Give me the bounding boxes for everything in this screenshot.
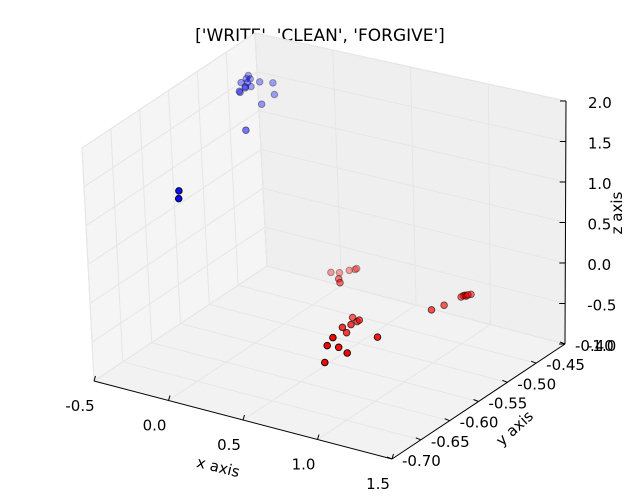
red-point <box>335 268 344 277</box>
z-grid-line <box>93 265 566 382</box>
blue-point <box>269 79 277 87</box>
tick-marks: -0.5 0.0 0.5 1.0 1.5 -0.70-0.65-0.60-0.55 -0.5… <box>65 94 616 493</box>
blue-point <box>237 78 245 87</box>
y-tick-label: -0.60 <box>460 414 499 432</box>
y-tick <box>415 437 422 441</box>
red-point <box>327 268 335 277</box>
y-tick-label: -0.40 <box>575 337 614 355</box>
red-point <box>329 333 337 342</box>
red-point <box>343 349 351 357</box>
z-grid-line <box>89 187 566 304</box>
y-tick-label: -0.70 <box>402 452 441 470</box>
z-tick-label: 0.0 <box>587 256 611 274</box>
blue-point <box>246 75 254 83</box>
blue-point <box>175 187 183 195</box>
blue-point <box>235 87 244 95</box>
z-tick-label: -1.0 <box>587 337 616 355</box>
y-tick <box>502 379 508 383</box>
z-axis-label: z axis <box>608 191 626 234</box>
y-tick-label: -0.50 <box>517 375 556 393</box>
red-point <box>323 341 331 350</box>
red-point <box>338 323 347 332</box>
blue-point <box>257 100 266 108</box>
data-points <box>174 71 475 367</box>
z-tick-label: 2.0 <box>588 94 612 112</box>
y-axis-label: y axis <box>492 407 537 450</box>
z-grid-line <box>85 110 566 227</box>
red-point <box>348 313 357 322</box>
blue-point <box>243 78 252 87</box>
x-tick <box>168 395 171 401</box>
z-tick-label: 1.5 <box>588 135 612 153</box>
blue-point <box>174 194 183 203</box>
y-tick <box>444 418 450 422</box>
x-tick-label: -0.5 <box>65 397 94 415</box>
blue-point <box>242 126 250 134</box>
z-tick-label: 0.5 <box>588 216 612 234</box>
z-grid-line <box>83 71 566 188</box>
red-point <box>440 301 448 309</box>
y-tick <box>473 399 479 402</box>
z-grid-line <box>87 148 566 265</box>
y-tick-label: -0.45 <box>546 356 585 374</box>
red-point <box>334 343 343 352</box>
red-point <box>427 306 436 314</box>
blue-point <box>247 82 255 91</box>
x-tick-label: 1.5 <box>366 475 390 493</box>
z-tick-label: -0.5 <box>587 297 616 315</box>
red-point <box>336 278 344 287</box>
red-point <box>351 265 359 274</box>
red-point <box>342 328 351 337</box>
z-tick-label: 1.0 <box>588 175 612 193</box>
y-tick-label: -0.65 <box>431 433 470 451</box>
red-point <box>345 266 354 275</box>
chart-title: ['WRITE', 'CLEAN', 'FORGIVE'] <box>195 26 445 46</box>
x-tick <box>242 414 245 421</box>
blue-point <box>242 74 251 83</box>
z-grid-line <box>81 32 567 149</box>
x-tick <box>93 375 96 382</box>
blue-point <box>270 90 279 99</box>
y-tick-label: -0.55 <box>489 395 528 413</box>
x-tick <box>317 434 320 440</box>
y-tick <box>386 456 393 460</box>
x-tick-label: 0.5 <box>217 436 241 454</box>
x-tick-label: 1.0 <box>292 456 316 474</box>
red-point <box>464 291 472 299</box>
red-point <box>373 333 382 341</box>
x-axis-label: x axis <box>195 453 242 481</box>
x-tick-label: 0.0 <box>143 417 167 435</box>
x-tick <box>391 453 394 460</box>
y-tick <box>530 360 537 364</box>
z-grid-line <box>91 226 566 343</box>
blue-point <box>244 71 253 80</box>
red-point <box>321 358 329 367</box>
red-point <box>352 264 361 273</box>
blue-point <box>241 84 250 92</box>
red-point <box>355 316 364 324</box>
blue-point <box>236 88 244 97</box>
red-point <box>347 320 355 329</box>
blue-point <box>255 78 264 86</box>
blue-point <box>241 82 250 91</box>
